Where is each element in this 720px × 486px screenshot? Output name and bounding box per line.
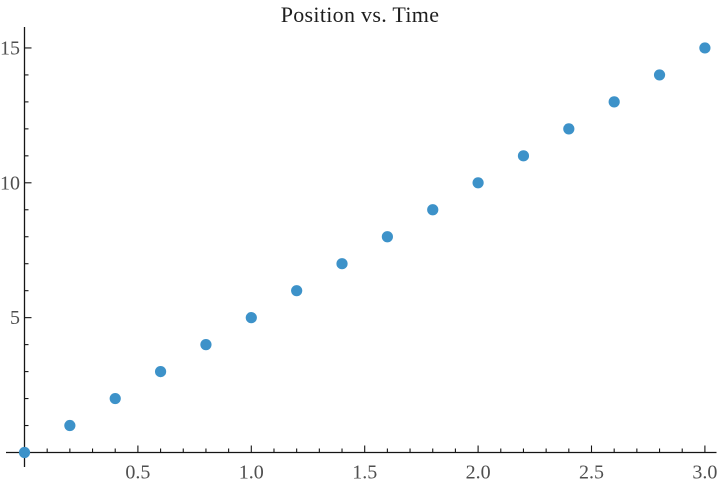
data-point: [427, 204, 439, 216]
data-point: [563, 123, 575, 135]
chart-title: Position vs. Time: [280, 2, 440, 27]
x-tick-label: 1.0: [239, 462, 264, 484]
data-point: [200, 339, 212, 351]
data-point: [653, 69, 666, 81]
data-point: [109, 392, 121, 405]
y-tick-label: 10: [0, 172, 20, 194]
data-point: [517, 150, 530, 162]
x-tick-label: 2.0: [466, 462, 491, 484]
data-point: [291, 285, 303, 297]
data-point: [472, 177, 484, 189]
data-point: [336, 258, 348, 270]
x-tick-label: 3.0: [692, 462, 717, 484]
data-point: [381, 231, 393, 243]
data-point: [18, 446, 31, 459]
data-point: [608, 96, 620, 108]
data-point: [64, 419, 76, 432]
x-tick-label: 1.5: [352, 462, 377, 484]
y-tick-label: 15: [0, 37, 20, 59]
y-tick-label: 5: [10, 307, 20, 329]
data-point: [154, 365, 167, 378]
x-tick-label: 0.5: [125, 462, 150, 484]
x-tick-label: 2.5: [579, 462, 604, 484]
data-point: [245, 312, 257, 324]
data-point: [699, 42, 711, 54]
